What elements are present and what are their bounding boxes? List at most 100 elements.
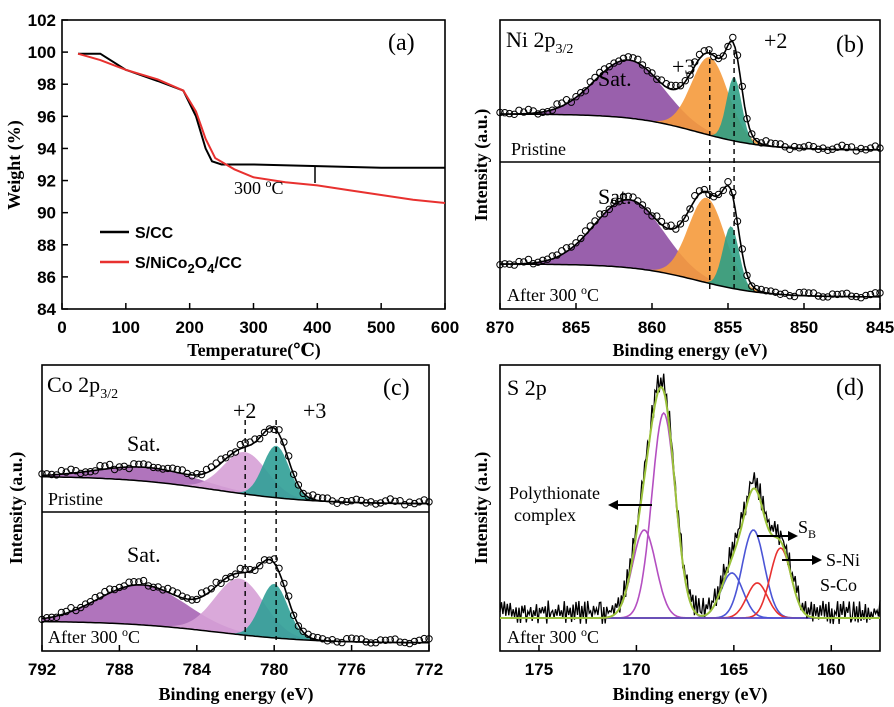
data-point xyxy=(790,142,799,151)
panel-d-frame xyxy=(499,364,881,652)
data-point xyxy=(415,636,423,644)
data-point xyxy=(294,481,303,489)
data-point xyxy=(48,613,56,621)
data-point xyxy=(676,82,685,90)
x-tick-label: 300 xyxy=(239,318,267,337)
data-point xyxy=(672,81,680,90)
x-tick-label: 845 xyxy=(866,318,894,337)
panel-a: 0 100 200 300 400 500 600 84 86 88 90 92 94 96 98 100 10… xyxy=(4,11,459,361)
data-point xyxy=(876,144,884,152)
data-point xyxy=(619,54,628,62)
data-point xyxy=(197,589,206,597)
panel-a-series xyxy=(77,52,446,204)
data-point xyxy=(691,58,699,66)
data-point xyxy=(553,100,561,108)
data-point xyxy=(629,193,637,201)
data-point xyxy=(207,463,216,471)
data-point xyxy=(648,69,656,77)
data-point xyxy=(207,585,216,593)
data-point xyxy=(77,603,85,612)
data-point xyxy=(154,464,162,472)
panel-c: 792 788 784 780 776 772 Co 2p3/2 (c) Sat. +2 … xyxy=(6,364,443,705)
x-tick-label: 855 xyxy=(714,318,742,337)
panel-c-ticks: 792 788 784 780 776 772 xyxy=(28,645,443,679)
panel-d-sb-arrowhead xyxy=(788,531,798,541)
data-point xyxy=(425,498,433,506)
data-point xyxy=(577,89,585,97)
data-point xyxy=(43,614,51,622)
data-point xyxy=(173,589,182,597)
data-point xyxy=(77,469,85,478)
data-point xyxy=(524,255,533,264)
panel-d-xlabel: Binding energy (eV) xyxy=(613,684,768,705)
data-point xyxy=(738,82,746,91)
data-point xyxy=(168,587,177,595)
x-tick-label: 776 xyxy=(337,660,365,679)
panel-c-after-label: After 300 oC xyxy=(48,625,140,647)
data-point xyxy=(120,462,128,470)
data-point xyxy=(805,141,813,150)
y-tick-label: 84 xyxy=(37,300,56,319)
panel-c-co3-label: +3 xyxy=(303,398,326,423)
data-point xyxy=(81,468,90,476)
data-point xyxy=(786,292,794,300)
data-point xyxy=(800,143,808,151)
data-point xyxy=(586,222,594,230)
data-point xyxy=(188,596,196,604)
data-point xyxy=(572,239,580,247)
data-point xyxy=(852,292,860,301)
data-point xyxy=(638,201,647,209)
data-point xyxy=(871,142,879,150)
data-point xyxy=(600,65,609,73)
y-tick-label: 98 xyxy=(37,75,56,94)
data-point xyxy=(819,293,827,301)
panel-d-sni-arrowhead xyxy=(812,555,822,565)
data-point xyxy=(653,75,661,83)
data-point xyxy=(596,68,604,77)
data-point xyxy=(217,455,225,463)
panel-a-annotation: 300 oC xyxy=(234,176,284,198)
data-point xyxy=(843,289,851,297)
x-tick-label: 160 xyxy=(817,660,845,679)
data-point xyxy=(776,290,784,298)
panel-b-ticks: 870 865 860 855 850 845 xyxy=(486,303,894,337)
data-point xyxy=(178,466,187,474)
peak-fill-co2 xyxy=(42,452,429,504)
data-point xyxy=(501,109,509,117)
data-point xyxy=(805,289,813,297)
data-point xyxy=(686,71,694,79)
data-point xyxy=(149,583,158,591)
data-point xyxy=(227,450,235,458)
x-tick-label: 600 xyxy=(431,318,459,337)
data-point xyxy=(866,290,875,299)
panel-b-spectra xyxy=(496,33,884,302)
data-point xyxy=(529,260,537,268)
data-point xyxy=(743,271,751,280)
data-point xyxy=(110,585,119,594)
data-point xyxy=(743,115,751,123)
data-point xyxy=(643,207,651,215)
data-point xyxy=(193,595,201,604)
data-point xyxy=(534,258,542,266)
series-line-scc xyxy=(78,52,445,169)
data-point xyxy=(420,634,428,643)
data-point xyxy=(567,98,575,106)
data-point xyxy=(415,498,423,506)
data-point xyxy=(624,192,632,201)
data-point xyxy=(814,292,822,300)
data-point xyxy=(314,493,322,502)
data-point xyxy=(352,635,361,643)
data-point xyxy=(372,500,380,508)
data-point xyxy=(591,217,599,225)
data-point xyxy=(729,188,737,197)
data-point xyxy=(347,497,356,505)
x-tick-label: 165 xyxy=(720,660,748,679)
data-point xyxy=(591,73,599,82)
data-point xyxy=(548,252,556,260)
data-point xyxy=(762,137,770,145)
data-point xyxy=(838,141,846,150)
data-point xyxy=(304,492,312,500)
data-point xyxy=(343,498,351,506)
data-point xyxy=(648,212,656,220)
y-tick-label: 86 xyxy=(37,268,56,287)
